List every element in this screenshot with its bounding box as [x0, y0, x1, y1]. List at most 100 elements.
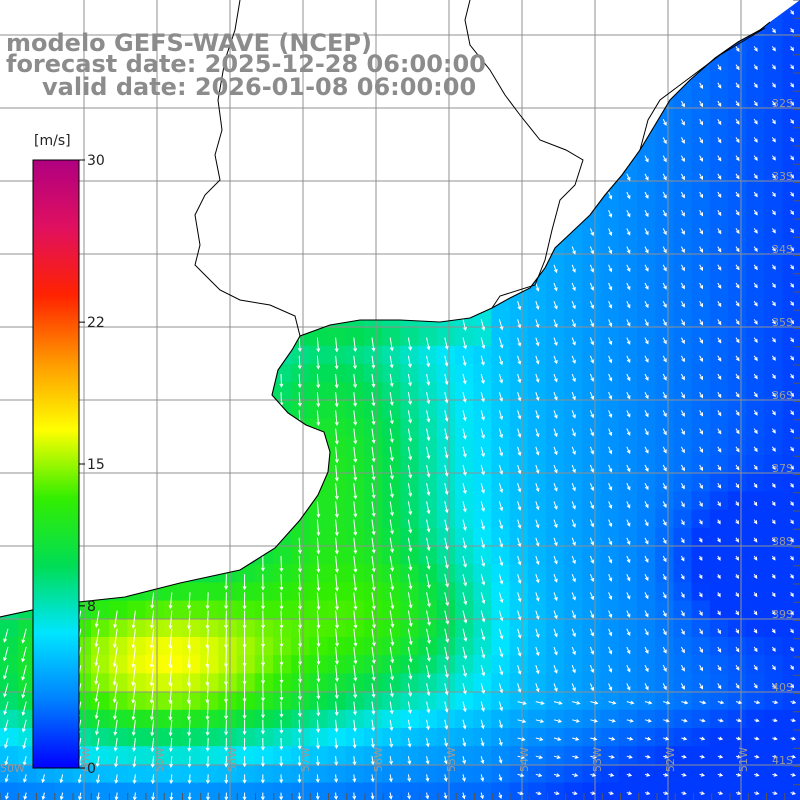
wind-arrow-head: [663, 594, 667, 599]
wind-arrow-head: [390, 623, 395, 628]
wind-cell: [655, 145, 674, 165]
wind-arrow: [535, 755, 543, 759]
wind-cell: [109, 691, 128, 711]
wind-arrow: [353, 701, 356, 715]
wind-arrow-head: [168, 682, 173, 687]
latitude-label: 33S: [772, 170, 793, 183]
wind-cell: [764, 218, 784, 238]
wind-cell: [618, 418, 638, 438]
wind-arrow-head: [94, 680, 99, 685]
wind-arrow-head: [443, 760, 448, 765]
wind-cell: [600, 564, 620, 583]
wind-cell: [236, 728, 256, 747]
wind-cell: [309, 764, 329, 784]
wind-cell: [764, 691, 784, 711]
wind-arrow-head: [701, 718, 706, 723]
wind-arrow: [608, 555, 612, 563]
wind-cell: [709, 455, 729, 474]
wind-arrow: [553, 737, 561, 741]
wind-arrow-head: [279, 696, 284, 701]
wind-cell: [509, 600, 529, 620]
wind-arrow-head: [517, 306, 522, 311]
wind-arrow: [298, 701, 301, 717]
wind-arrow-head: [627, 791, 633, 795]
wind-arrow-head: [699, 321, 703, 326]
wind-arrow-head: [535, 342, 540, 347]
wind-arrow-head: [335, 642, 339, 648]
wind-arrow-head: [572, 359, 576, 364]
wind-cell: [782, 509, 800, 529]
wind-arrow-head: [771, 556, 776, 561]
wind-arrow-head: [353, 458, 358, 463]
wind-arrow-head: [522, 719, 527, 723]
wind-cell: [382, 509, 401, 529]
wind-arrow: [462, 464, 466, 476]
wind-arrow-head: [629, 736, 634, 741]
wind-cell: [109, 782, 128, 800]
wind-cell: [473, 709, 492, 729]
wind-cell: [673, 746, 693, 765]
wind-arrow: [22, 646, 27, 662]
wind-cell: [691, 163, 711, 183]
wind-arrow-head: [753, 629, 758, 634]
longitude-label: 57W: [299, 747, 312, 772]
wind-arrow-head: [754, 138, 758, 143]
wind-arrow: [644, 701, 652, 704]
wind-arrow: [462, 337, 467, 349]
wind-cell: [491, 527, 511, 547]
wind-arrow: [571, 683, 576, 691]
wind-cell: [764, 200, 784, 219]
wind-arrow: [96, 719, 100, 735]
wind-arrow: [316, 355, 319, 369]
wind-arrow-head: [645, 413, 649, 418]
wind-arrow-head: [535, 415, 540, 420]
wind-cell: [728, 782, 747, 800]
wind-arrow-head: [681, 485, 685, 490]
wind-arrow: [206, 610, 209, 629]
wind-arrow: [498, 428, 503, 438]
wind-arrow-head: [316, 695, 321, 700]
wind-arrow-head: [590, 505, 594, 510]
wind-cell: [418, 582, 438, 602]
wind-cell: [18, 618, 37, 638]
wind-arrow-head: [168, 625, 173, 630]
wind-arrow: [23, 756, 27, 766]
wind-arrow: [371, 756, 374, 765]
wind-arrow-head: [735, 266, 740, 271]
wind-cell: [782, 673, 800, 693]
wind-arrow: [298, 683, 301, 700]
wind-arrow: [480, 574, 485, 585]
wind-arrow-head: [790, 411, 795, 416]
wind-arrow-head: [77, 779, 82, 784]
wind-arrow: [589, 319, 594, 327]
wind-cell: [509, 691, 529, 711]
wind-arrow-head: [790, 47, 795, 52]
wind-arrow-head: [790, 429, 795, 434]
wind-arrow-head: [608, 541, 613, 546]
wind-cell: [673, 527, 693, 547]
wind-cell: [600, 236, 620, 256]
wind-arrow-head: [94, 698, 99, 703]
wind-arrow-head: [131, 731, 136, 737]
wind-arrow: [571, 355, 576, 364]
wind-arrow: [389, 574, 394, 590]
wind-arrow: [517, 610, 521, 620]
wind-arrow: [589, 592, 594, 600]
wind-arrow-head: [499, 580, 504, 585]
wind-cell: [673, 382, 693, 401]
wind-arrow-head: [626, 267, 631, 273]
wind-arrow: [535, 665, 539, 674]
wind-cell: [600, 691, 620, 711]
wind-arrow-head: [353, 402, 358, 408]
wind-arrow: [335, 719, 338, 732]
wind-arrow: [335, 373, 338, 388]
wind-arrow-head: [644, 576, 649, 582]
wind-arrow-head: [390, 512, 394, 517]
wind-arrow-head: [149, 664, 154, 669]
wind-arrow-head: [261, 605, 265, 610]
wind-cell: [327, 455, 347, 474]
wind-cell: [655, 709, 674, 729]
wind-cell: [273, 564, 292, 583]
wind-arrow: [335, 646, 338, 664]
wind-cell: [673, 637, 693, 656]
